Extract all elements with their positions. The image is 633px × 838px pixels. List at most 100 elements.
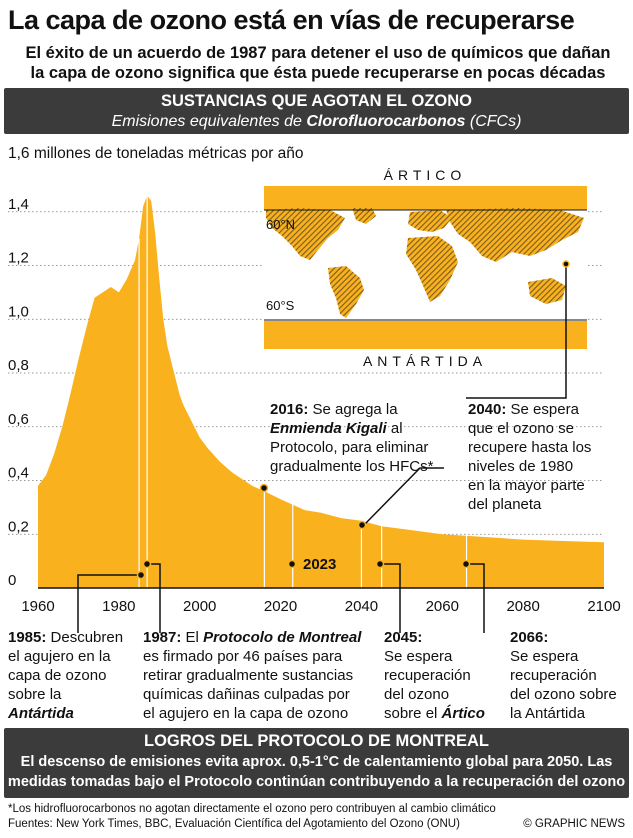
leader-1985 <box>77 574 141 633</box>
x-tick-labels: 1960 1980 2000 2020 2040 2060 2080 2100 <box>21 598 620 615</box>
annotation-2016-line3: Protocolo, para eliminar <box>270 439 428 456</box>
annotation-2045-line5: sobre el Ártico <box>384 705 485 722</box>
dot-1985 <box>136 570 146 580</box>
annotation-2040-line3: recupere hasta los <box>468 439 591 456</box>
annotation-2066-line1: 2066: <box>510 629 548 646</box>
annotation-1985-line1: 1985: Descubren <box>8 629 123 646</box>
banner-sub-bold: Clorofluorocarbonos <box>306 113 466 130</box>
banner-heading: SUSTANCIAS QUE AGOTAN EL OZONO <box>160 92 473 110</box>
dot-2040 <box>357 520 367 530</box>
credit: © GRAPHIC NEWS <box>523 818 625 830</box>
y-tick-label: 1,0 <box>8 303 29 320</box>
annotation-2066-line3: recuperación <box>510 667 597 684</box>
map-lat-north-label: 60°N <box>266 217 295 232</box>
dot-2045 <box>375 559 385 569</box>
subtitle: El éxito de un acuerdo de 1987 para dete… <box>8 43 628 83</box>
sources: Fuentes: New York Times, BBC, Evaluación… <box>8 818 460 830</box>
annotation-1987-line3: retirar gradualmente sustancias <box>143 667 353 684</box>
dot-2016 <box>259 483 269 493</box>
achievements-line-1: El descenso de emisiones evita aprox. 0,… <box>20 754 613 770</box>
map-antarctic-band <box>264 321 587 349</box>
annotation-2045-line3: recuperación <box>384 667 471 684</box>
annotation-2066: 2066: Se espera recuperación del ozono s… <box>510 629 617 722</box>
annotation-2066-line2: Se espera <box>510 648 579 665</box>
annotation-2040-line4: niveles de 1980 <box>468 458 573 475</box>
map-greenland <box>352 208 376 224</box>
x-tick-label: 2020 <box>264 598 297 615</box>
map-australia <box>528 278 566 304</box>
x-tick-label: 2080 <box>506 598 539 615</box>
annotation-2066-line5: la Antártida <box>510 705 586 722</box>
leader-2066 <box>468 563 485 633</box>
annotation-2040-line6: del planeta <box>468 496 542 513</box>
marker-dots <box>136 260 570 580</box>
annotation-1985-line2: el agujero en la <box>8 648 111 665</box>
annotation-1987-line2: es firmado por 46 países para <box>143 648 343 665</box>
subtitle-line-1: El éxito de un acuerdo de 1987 para dete… <box>25 44 611 62</box>
dot-1987 <box>142 559 152 569</box>
map-asia <box>446 208 584 262</box>
achievements-line-2: medidas tomadas bajo el Protocolo contin… <box>7 774 626 790</box>
map-europe <box>408 210 452 232</box>
annotation-2066-line4: del ozono sobre <box>510 686 617 703</box>
annotation-2016-line1: 2016: Se agrega la <box>270 401 398 418</box>
map-arctic-label: ÁRTICO <box>384 167 467 183</box>
annotation-1985-line5: Antártida <box>7 705 74 722</box>
y-tick-label: 0,2 <box>8 518 29 535</box>
annotation-2016-line2: Enmienda Kigali al <box>270 420 403 437</box>
annotation-2040-line2: que el ozono se <box>468 420 574 437</box>
subtitle-line-2: la capa de ozono significa que ésta pued… <box>30 64 606 82</box>
annotation-2016-line4: gradualmente los HFCs* <box>270 458 434 475</box>
map-south-america <box>328 266 364 318</box>
map-africa <box>406 236 458 302</box>
y-tick-label: 0,4 <box>8 465 29 482</box>
y-tick-labels: 0 0,2 0,4 0,6 0,8 1,0 1,2 1,4 <box>8 196 29 589</box>
annotation-2045: 2045: Se espera recuperación del ozono s… <box>384 629 485 722</box>
annotation-1987: 1987: El Protocolo de Montreal es firmad… <box>143 629 362 722</box>
map-north-america <box>266 208 345 260</box>
annotation-2045-line4: del ozono <box>384 686 449 703</box>
page-title: La capa de ozono está en vías de recuper… <box>8 5 575 35</box>
leader-2045 <box>384 563 401 633</box>
y-axis-label: 1,6 millones de toneladas métricas por a… <box>8 145 304 162</box>
world-map: ÁRTICO ANTÁRTIDA 60°N 60°S <box>264 167 587 369</box>
banner-subheading: Emisiones equivalentes de Clorofluorocar… <box>4 112 629 132</box>
banner-sub-post: (CFCs) <box>465 113 522 130</box>
section-banner-achievements: LOGROS DEL PROTOCOLO DE MONTREAL El desc… <box>4 728 629 798</box>
y-tick-label: 0,8 <box>8 357 29 374</box>
annotation-1987-line5: el agujero en la capa de ozono <box>143 705 348 722</box>
emissions-area <box>38 195 604 588</box>
x-tick-label: 2060 <box>426 598 459 615</box>
annotation-2045-line1: 2045: <box>384 629 422 646</box>
annotation-2045-line2: Se espera <box>384 648 453 665</box>
dot-2023 <box>287 559 297 569</box>
annotation-1987-line1: 1987: El Protocolo de Montreal <box>143 629 362 646</box>
dot-map <box>562 260 570 268</box>
annotation-2040-line5: en la mayor parte <box>468 477 585 494</box>
leader-lines <box>77 264 567 633</box>
achievements-heading: LOGROS DEL PROTOCOLO DE MONTREAL <box>144 732 489 750</box>
annotation-2016: 2016: Se agrega la Enmienda Kigali al Pr… <box>270 401 434 475</box>
x-tick-label: 2000 <box>183 598 216 615</box>
y-tick-label: 1,4 <box>8 196 29 213</box>
dot-2066 <box>461 559 471 569</box>
x-tick-label: 1980 <box>102 598 135 615</box>
annotation-1987-line4: químicas dañinas culpadas por <box>143 686 350 703</box>
label-2023: 2023 <box>303 556 336 573</box>
map-antarctic-label: ANTÁRTIDA <box>363 353 487 369</box>
x-tick-label: 2100 <box>587 598 620 615</box>
emissions-chart: 1,6 millones de toneladas métricas por a… <box>7 145 621 722</box>
y-tick-label: 0 <box>8 572 16 589</box>
annotation-1985-line3: capa de ozono <box>8 667 106 684</box>
annotation-1985-line4: sobre la <box>8 686 62 703</box>
footnote: *Los hidrofluorocarbonos no agotan direc… <box>8 803 496 815</box>
section-banner-substances: SUSTANCIAS QUE AGOTAN EL OZONO Emisiones… <box>4 88 629 134</box>
map-lat-south-label: 60°S <box>266 298 295 313</box>
year-markers <box>138 195 468 588</box>
leader-2040-map <box>466 264 567 399</box>
leader-2040-curve <box>363 467 444 526</box>
map-arctic-band <box>264 186 587 210</box>
banner-sub-pre: Emisiones equivalentes de <box>111 113 307 130</box>
y-tick-label: 0,6 <box>8 411 29 428</box>
x-tick-label: 1960 <box>21 598 54 615</box>
